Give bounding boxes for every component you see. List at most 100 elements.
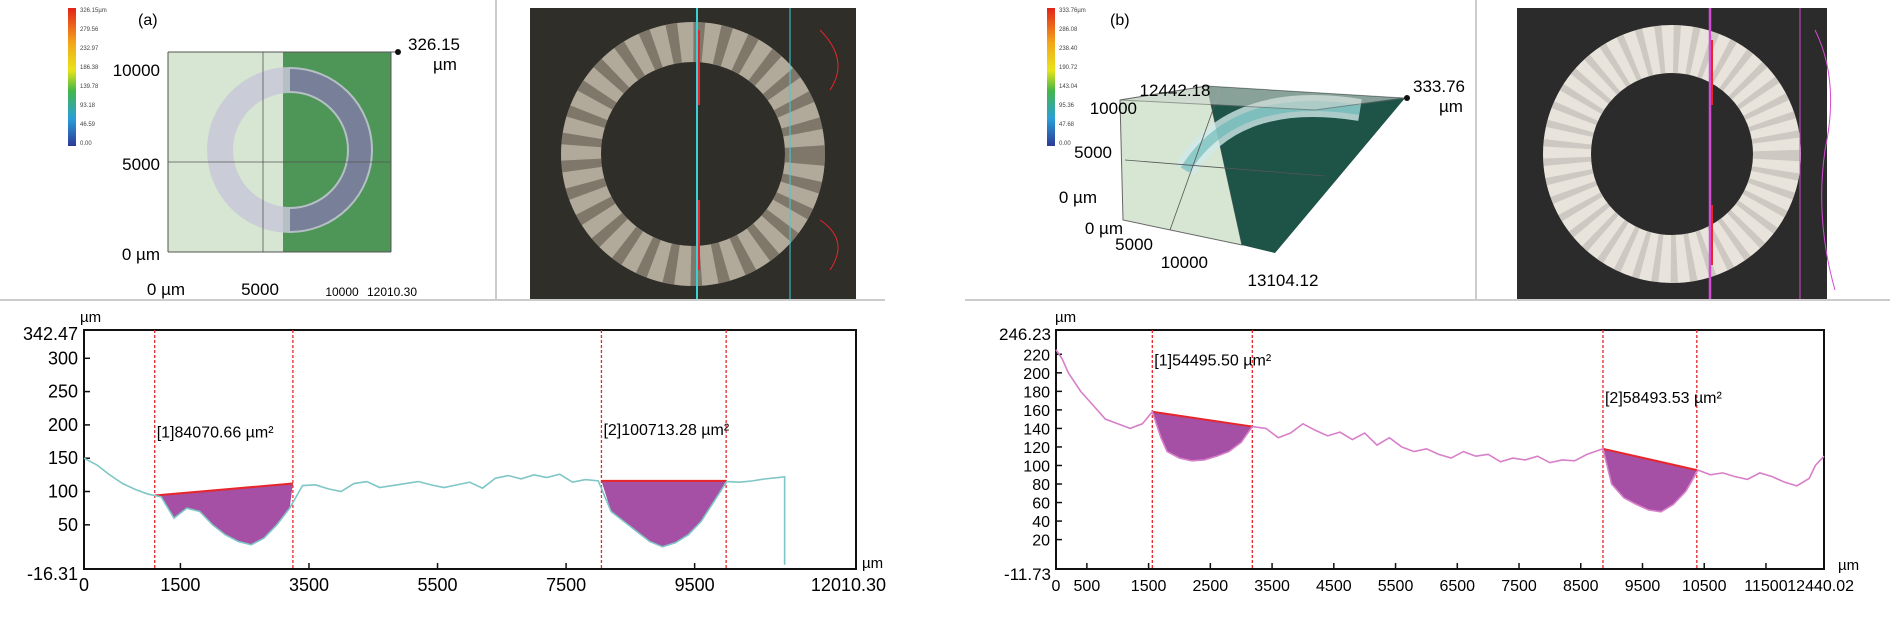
panel-label: (b): [1110, 12, 1130, 29]
region-area-label: [1]54495.50 µm²: [1154, 353, 1272, 370]
x-tick-label: 7500: [1501, 578, 1537, 595]
region-fill: [601, 480, 727, 547]
x-tick-label: 5500: [418, 575, 458, 595]
y-tick-label: 60: [1032, 496, 1050, 513]
region-chord: [154, 482, 293, 497]
colorbar: [68, 8, 76, 146]
x-tick-label: 7500: [546, 575, 586, 595]
colorbar: [1047, 8, 1055, 146]
x-tick-label: 10500: [1682, 578, 1727, 595]
region-fill: [1152, 411, 1253, 461]
map-x-tick: 0 µm: [1085, 219, 1123, 238]
region-chords: [154, 479, 727, 497]
x-tick-label: 3500: [1254, 578, 1290, 595]
panel-label: (a): [138, 12, 158, 29]
microscope-image: [1517, 8, 1836, 300]
profile-line: [83, 457, 786, 565]
x-tick-label: 6500: [1439, 578, 1475, 595]
region-fill: [154, 483, 293, 545]
map-y-tick: 10000: [113, 61, 160, 80]
y-tick-label: 160: [1023, 403, 1050, 420]
y-axis-unit: µm: [1055, 309, 1076, 326]
x-ticks: 0 500 1500 2500 3500 4500 5500 6500 7500 8500 9500…: [1052, 563, 1854, 595]
region-chord: [1152, 410, 1253, 428]
colorbar-ticks: 326.15µm 279.56 232.97 186.38 139.78 93.…: [80, 8, 107, 147]
colorbar-tick: 186.38: [80, 65, 99, 71]
y-ticks: 50 100 150 200 250 300: [48, 348, 90, 535]
y-tick-label: 50: [58, 515, 78, 535]
x-axis-unit: µm: [1838, 557, 1859, 574]
panel-a: 326.15µm 279.56 232.97 186.38 139.78 93.…: [0, 0, 890, 612]
y-tick-label: 40: [1032, 514, 1050, 531]
x-tick-label: 500: [1074, 578, 1101, 595]
x-tick-label: 0: [1052, 578, 1061, 595]
region-area-label: [1]84070.66 µm²: [157, 425, 275, 442]
x-tick-label: 2500: [1193, 578, 1229, 595]
map-y-tick: 12442.18: [1140, 81, 1211, 100]
y-tick-label: 200: [48, 415, 78, 435]
region-area-label: [2]100713.28 µm²: [603, 422, 729, 439]
y-tick-label: 200: [1023, 366, 1050, 383]
colorbar-tick: 93.18: [80, 103, 96, 109]
map-x-tick: 5000: [1115, 235, 1153, 254]
colorbar-tick: 139.78: [80, 84, 99, 90]
y-min-label: -16.31: [27, 564, 78, 584]
region-area-label: [2]58493.53 µm²: [1605, 390, 1723, 407]
map-y-tick: 0 µm: [122, 245, 160, 264]
y-tick-label: 220: [1023, 347, 1050, 364]
x-tick-label: 9500: [1625, 578, 1661, 595]
colorbar-tick: 190.72: [1059, 65, 1078, 71]
colorbar-tick: 95.36: [1059, 103, 1075, 109]
panel-a-svg: 326.15µm 279.56 232.97 186.38 139.78 93.…: [0, 0, 886, 595]
colorbar-tick: 286.08: [1059, 27, 1078, 33]
y-min-label: -11.73: [1004, 565, 1051, 584]
y-tick-label: 20: [1032, 533, 1050, 550]
region-fills: [154, 480, 727, 547]
x-axis-unit: µm: [862, 555, 883, 572]
region-chord: [1602, 447, 1698, 472]
map-x-tick: 13104.12: [1248, 271, 1319, 290]
region-labels: [1]54495.50 µm² [2]58493.53 µm²: [1154, 353, 1722, 407]
profile-line: [1055, 349, 1825, 513]
panel-b: 333.76µm 286.08 238.40 190.72 143.04 95.…: [965, 0, 1890, 612]
y-tick-label: 300: [48, 348, 78, 368]
x-tick-label: 12440.02: [1787, 578, 1854, 595]
map-x-tick: 5000: [241, 280, 279, 299]
x-tick-label: 8500: [1563, 578, 1599, 595]
colorbar-tick: 232.97: [80, 46, 99, 52]
x-tick-label: 3500: [289, 575, 329, 595]
colorbar-tick: 279.56: [80, 27, 99, 33]
region-fill: [1602, 448, 1697, 512]
x-ticks: 0 1500 3500 5500 7500 9500 12010.30: [79, 563, 886, 595]
map-x-tick: 12010.30: [367, 285, 417, 299]
region-chords: [1152, 410, 1698, 472]
y-tick-label: 140: [1023, 421, 1050, 438]
microscope-image: [530, 8, 856, 300]
x-tick-label: 9500: [675, 575, 715, 595]
map-y-tick: 10000: [1090, 99, 1137, 118]
colorbar-tick: 238.40: [1059, 46, 1078, 52]
y-tick-label: 250: [48, 382, 78, 402]
y-tick-label: 100: [48, 482, 78, 502]
x-tick-label: 12010.30: [811, 575, 886, 595]
height-map-3d: [1119, 85, 1410, 253]
panel-b-svg: 333.76µm 286.08 238.40 190.72 143.04 95.…: [965, 0, 1890, 595]
profile-chart-a: µm µm 342.47 -16.31 50 100 150 200 250 300 0 1…: [23, 309, 886, 595]
x-tick-label: 0: [79, 575, 89, 595]
height-map: [167, 49, 401, 253]
map-x-tick: 0 µm: [147, 280, 185, 299]
x-tick-label: 4500: [1316, 578, 1352, 595]
max-height-value: 333.76: [1413, 77, 1465, 96]
y-tick-label: 150: [48, 448, 78, 468]
colorbar-tick: 326.15µm: [80, 8, 107, 14]
map-y-tick: 5000: [1074, 143, 1112, 162]
max-height-unit: µm: [433, 55, 457, 74]
y-axis-unit: µm: [80, 309, 101, 326]
map-y-tick: 5000: [122, 155, 160, 174]
colorbar-tick: 47.68: [1059, 122, 1075, 128]
region-fills: [1152, 411, 1697, 512]
y-tick-label: 180: [1023, 384, 1050, 401]
map-x-tick: 10000: [325, 285, 359, 299]
